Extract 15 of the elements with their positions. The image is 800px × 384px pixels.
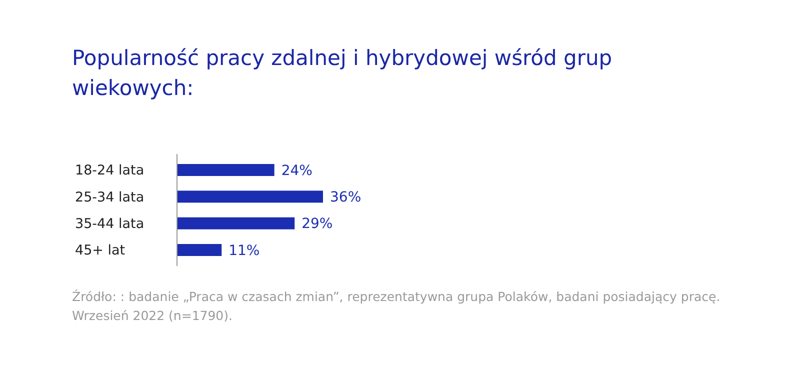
chart-title: Popularność pracy zdalnej i hybrydowej wśród grup wiekowych:: [72, 46, 612, 100]
text: Wrzesień 2022 (n=1790).: [72, 308, 232, 323]
bar: [177, 190, 323, 203]
data-label: 29%: [302, 216, 333, 232]
bar: [177, 217, 295, 230]
data-label: 11%: [228, 242, 260, 259]
bar: [177, 164, 274, 176]
text: Źródło: : badanie „Praca w czasach zmian”, reprezentatywna grupa Polaków, badani posiadający pracę.: [72, 289, 720, 304]
bar: [177, 244, 222, 256]
data-label: 24%: [281, 162, 312, 179]
y-tick-label: 45+ lat: [75, 242, 126, 259]
y-tick-label: 35-44 lata: [75, 216, 144, 232]
y-tick-label: 25-34 lata: [75, 189, 144, 206]
data-label: 36%: [330, 190, 362, 206]
y-tick-label: 18-24 lata: [75, 162, 144, 179]
